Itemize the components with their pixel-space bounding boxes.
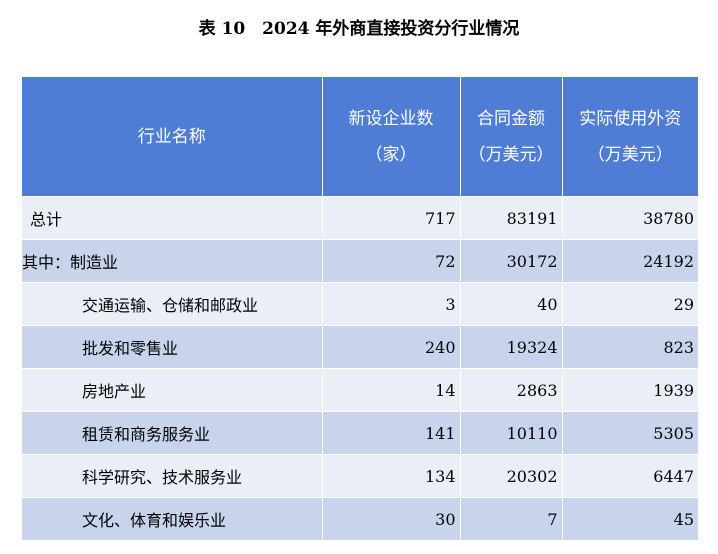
- row-name: 租赁和商务服务业: [22, 411, 323, 455]
- row-enterprises: 134: [322, 454, 461, 498]
- row-name: 批发和零售业: [22, 325, 323, 369]
- row-enterprises: 72: [322, 239, 461, 283]
- row-contract: 19324: [460, 325, 563, 369]
- row-contract: 20302: [460, 454, 563, 498]
- row-enterprises: 30: [322, 497, 461, 540]
- row-enterprises: 141: [322, 411, 461, 455]
- table-title: 表 10 2024 年外商直接投资分行业情况: [198, 19, 520, 39]
- row-enterprises: 240: [322, 325, 461, 369]
- header-new-enterprises: 新设企业数 （家）: [322, 77, 461, 197]
- table-row: 其中：制造业 72 30172 24192: [22, 239, 698, 283]
- row-name: 交通运输、仓储和邮政业: [22, 282, 323, 326]
- row-name: 其中：制造业: [22, 239, 323, 283]
- row-name: 科学研究、技术服务业: [22, 454, 323, 498]
- industry-fdi-table: 行业名称 新设企业数 （家） 合同金额 （万美元） 实际使用外资 （万美元） 总计 7…: [22, 77, 698, 540]
- row-actual: 5305: [562, 411, 698, 455]
- table-row: 科学研究、技术服务业 134 20302 6447: [22, 454, 698, 498]
- row-contract: 83191: [460, 196, 563, 240]
- row-actual: 29: [562, 282, 698, 326]
- row-enterprises: 3: [322, 282, 461, 326]
- row-contract: 10110: [460, 411, 563, 455]
- table-row: 租赁和商务服务业 141 10110 5305: [22, 411, 698, 455]
- row-contract: 30172: [460, 239, 563, 283]
- row-contract: 7: [460, 497, 563, 540]
- table-row: 总计 717 83191 38780: [22, 196, 698, 240]
- row-actual: 45: [562, 497, 698, 540]
- row-actual: 1939: [562, 368, 698, 412]
- table-row: 文化、体育和娱乐业 30 7 45: [22, 497, 698, 540]
- row-name: 房地产业: [22, 368, 323, 412]
- row-actual: 24192: [562, 239, 698, 283]
- row-actual: 823: [562, 325, 698, 369]
- table-row: 房地产业 14 2863 1939: [22, 368, 698, 412]
- row-enterprises: 14: [322, 368, 461, 412]
- row-name: 总计: [22, 196, 323, 240]
- row-actual: 38780: [562, 196, 698, 240]
- row-contract: 2863: [460, 368, 563, 412]
- row-contract: 40: [460, 282, 563, 326]
- table-header-row: 行业名称 新设企业数 （家） 合同金额 （万美元） 实际使用外资 （万美元）: [22, 77, 698, 197]
- row-name: 文化、体育和娱乐业: [22, 497, 323, 540]
- header-actual-use: 实际使用外资 （万美元）: [562, 77, 698, 197]
- header-contract-amount: 合同金额 （万美元）: [460, 77, 563, 197]
- table-row: 批发和零售业 240 19324 823: [22, 325, 698, 369]
- header-industry-name: 行业名称: [22, 77, 323, 197]
- row-enterprises: 717: [322, 196, 461, 240]
- row-actual: 6447: [562, 454, 698, 498]
- table-row: 交通运输、仓储和邮政业 3 40 29: [22, 282, 698, 326]
